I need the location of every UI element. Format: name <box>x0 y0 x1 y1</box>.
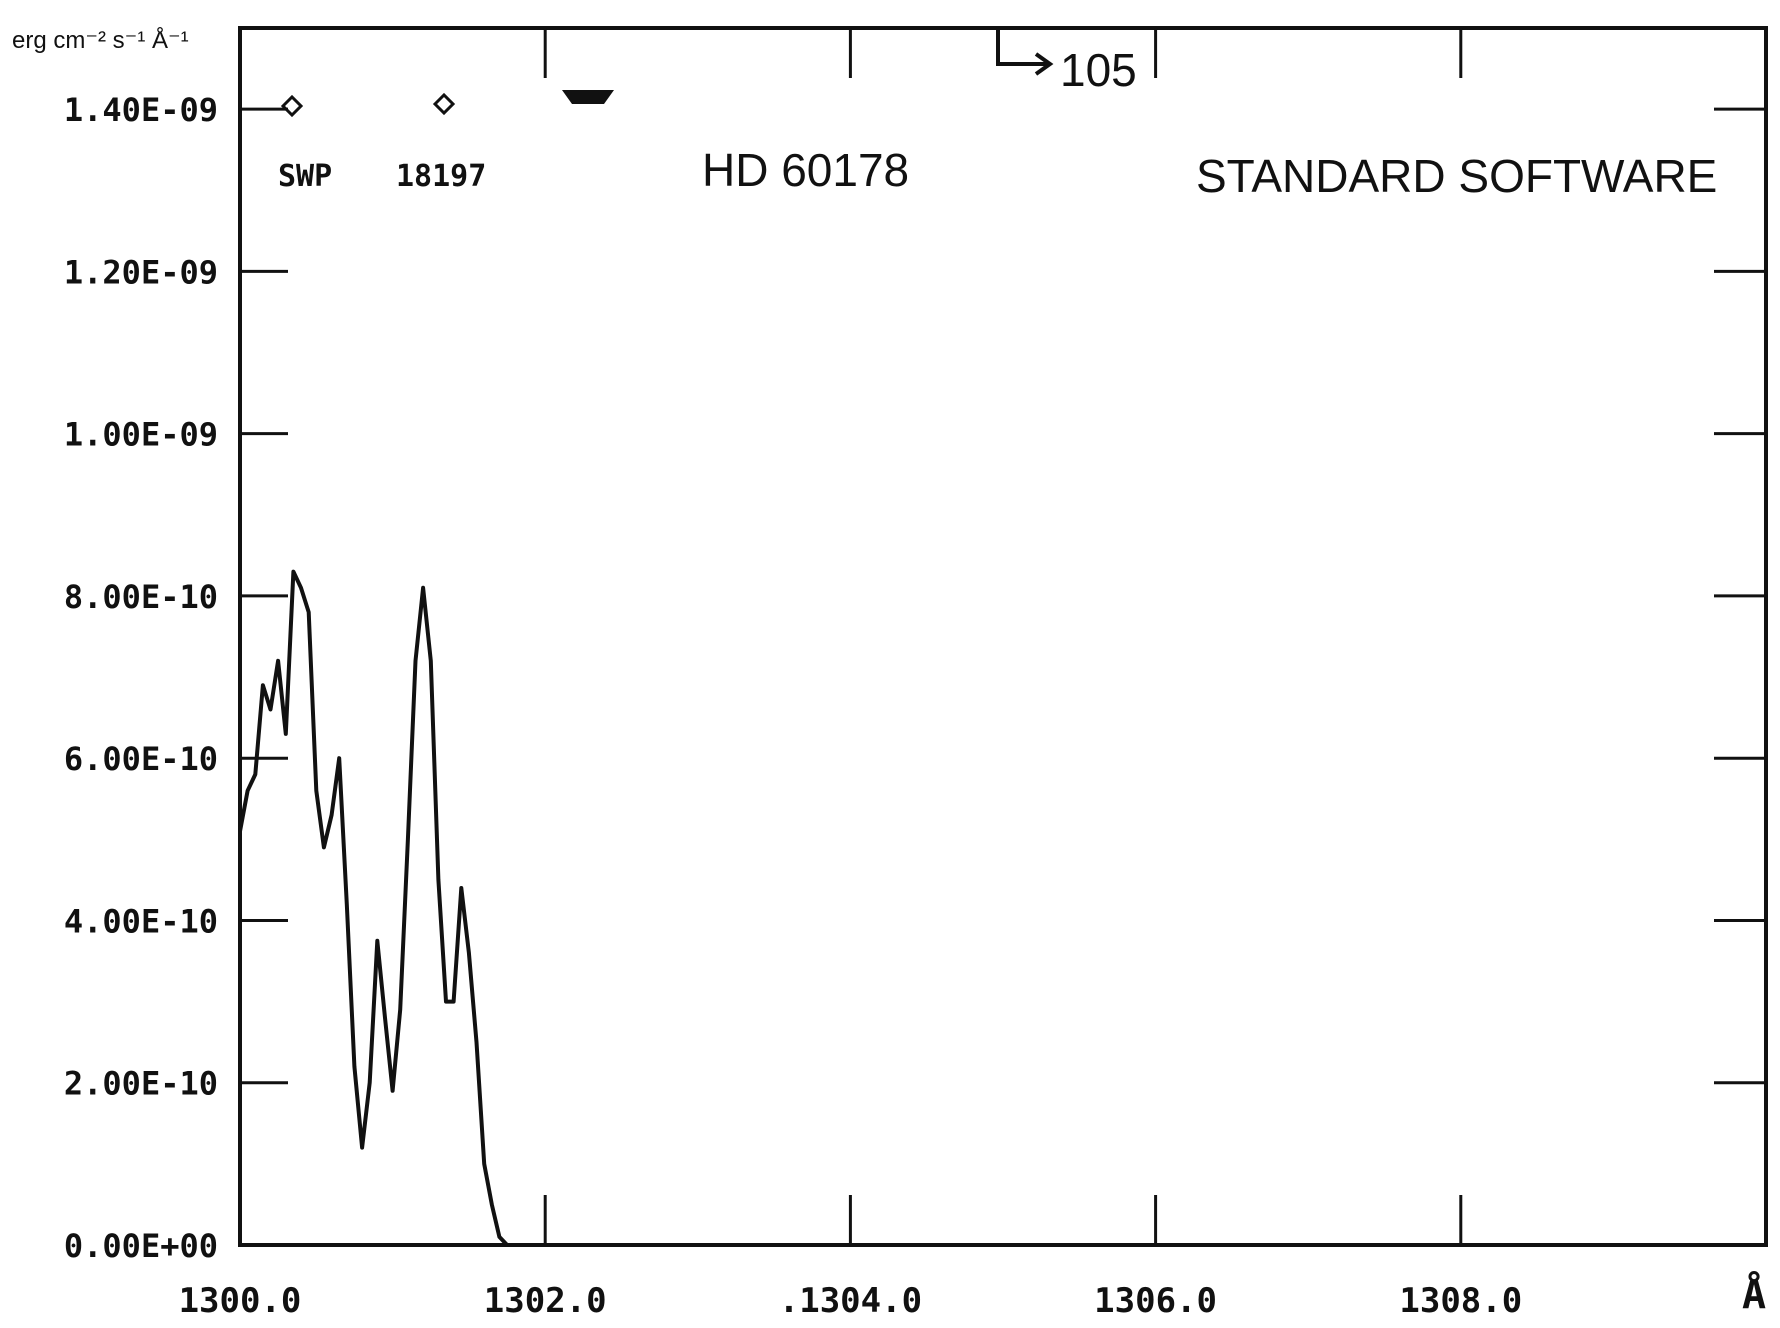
x-tick-label: .1304.0 <box>779 1281 922 1321</box>
annotations: erg cm⁻² s⁻¹ Å⁻¹ SWP 18197 HD 60178 STAN… <box>12 26 1766 1318</box>
x-tick-label: 1302.0 <box>484 1281 607 1321</box>
plot-frame <box>238 26 1768 1247</box>
x-axis-unit-label: Å <box>1742 1269 1766 1318</box>
y-tick-label: 8.00E-10 <box>64 578 218 616</box>
off-scale-arrow-icon <box>996 30 1054 76</box>
x-tick-label: 1308.0 <box>1399 1281 1522 1321</box>
tick-marks <box>238 28 1766 1247</box>
series-layer <box>238 569 1766 1247</box>
off-scale-value-label: 105 <box>1060 44 1137 96</box>
plot-border <box>238 26 1768 1247</box>
y-axis-unit-label: erg cm⁻² s⁻¹ Å⁻¹ <box>12 26 189 54</box>
y-tick-label: 6.00E-10 <box>64 740 218 778</box>
star-name-label: HD 60178 <box>702 144 909 196</box>
y-tick-label: 4.00E-10 <box>64 902 218 940</box>
x-tick-label: 1306.0 <box>1094 1281 1217 1321</box>
bad-pixel-flag-icon <box>562 90 614 104</box>
y-tick-label: 1.40E-09 <box>64 91 218 129</box>
y-tick-label: 2.00E-10 <box>64 1065 218 1103</box>
y-tick-label: 1.00E-09 <box>64 416 218 454</box>
y-tick-label: 1.20E-09 <box>64 253 218 291</box>
image-number-label: 18197 <box>396 159 486 194</box>
software-label: STANDARD SOFTWARE <box>1196 150 1717 202</box>
spectrum-line <box>238 569 1766 1247</box>
diamond-marker-icon <box>432 92 456 116</box>
tick-labels: 0.00E+00 2.00E-10 4.00E-10 6.00E-10 8.00E-10… <box>64 91 1522 1321</box>
diamond-marker-icon <box>280 94 304 118</box>
swp-label: SWP <box>278 159 332 194</box>
x-tick-label: 1300.0 <box>179 1281 302 1321</box>
y-tick-label: 0.00E+00 <box>64 1227 218 1265</box>
